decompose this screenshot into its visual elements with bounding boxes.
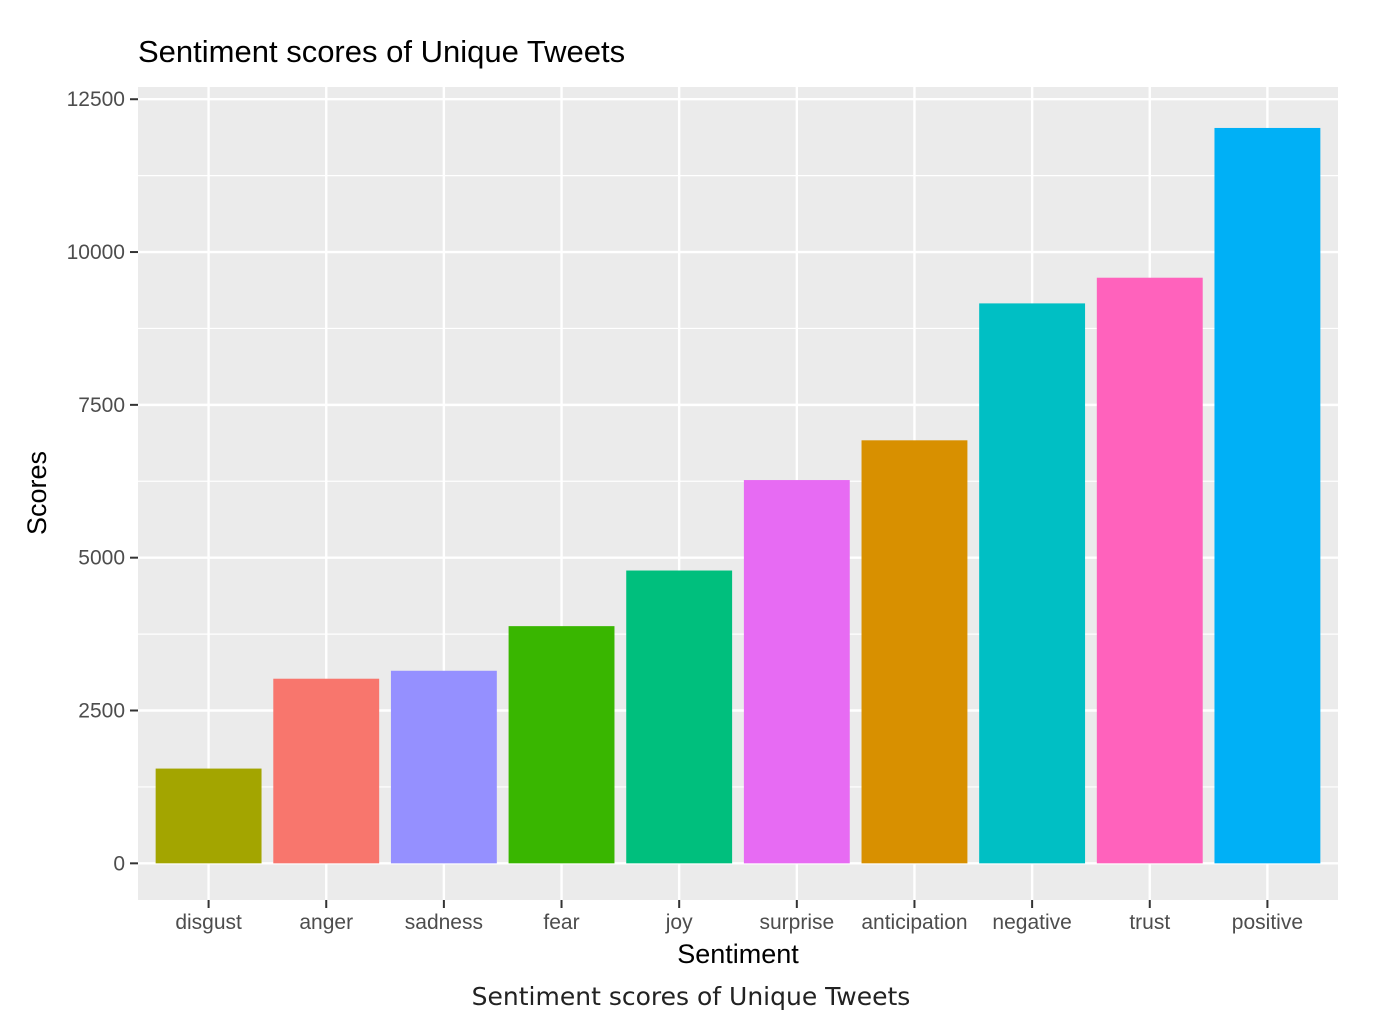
x-tick-label: disgust: [175, 911, 242, 934]
x-axis: disgust anger sadness fear joy surprise antici…: [175, 900, 1303, 934]
y-tick-label: 0: [113, 852, 125, 875]
x-tick-label: anger: [299, 911, 353, 934]
y-tick-label: 5000: [78, 547, 125, 570]
y-tick-label: 10000: [67, 241, 125, 264]
y-tick-label: 12500: [67, 88, 125, 111]
x-axis-title: Sentiment: [677, 939, 799, 969]
bar-anticipation: [861, 440, 968, 864]
y-axis-title: Scores: [22, 451, 52, 535]
bar-surprise: [743, 480, 850, 864]
bar-joy: [626, 570, 733, 864]
x-tick-label: joy: [665, 911, 693, 934]
x-tick-label: positive: [1232, 911, 1303, 934]
bar-negative: [979, 303, 1086, 864]
bar-disgust: [155, 768, 262, 864]
bar-sadness: [390, 670, 497, 864]
bar-fear: [508, 626, 615, 864]
x-tick-label: negative: [992, 911, 1071, 934]
x-tick-label: trust: [1129, 911, 1170, 934]
x-tick-label: anticipation: [861, 911, 967, 934]
bar-anger: [273, 678, 380, 864]
figure-caption: Sentiment scores of Unique Tweets: [471, 982, 911, 1011]
x-tick-label: sadness: [405, 911, 483, 934]
x-tick-label: fear: [543, 911, 579, 934]
bar-positive: [1214, 127, 1321, 864]
bars: [155, 127, 1321, 864]
bar-trust: [1096, 277, 1203, 864]
y-axis: 0 2500 5000 7500 10000 12500: [67, 88, 138, 875]
x-tick-label: surprise: [759, 911, 834, 934]
y-tick-label: 2500: [78, 700, 125, 723]
chart-title: Sentiment scores of Unique Tweets: [138, 34, 625, 69]
y-tick-label: 7500: [78, 394, 125, 417]
